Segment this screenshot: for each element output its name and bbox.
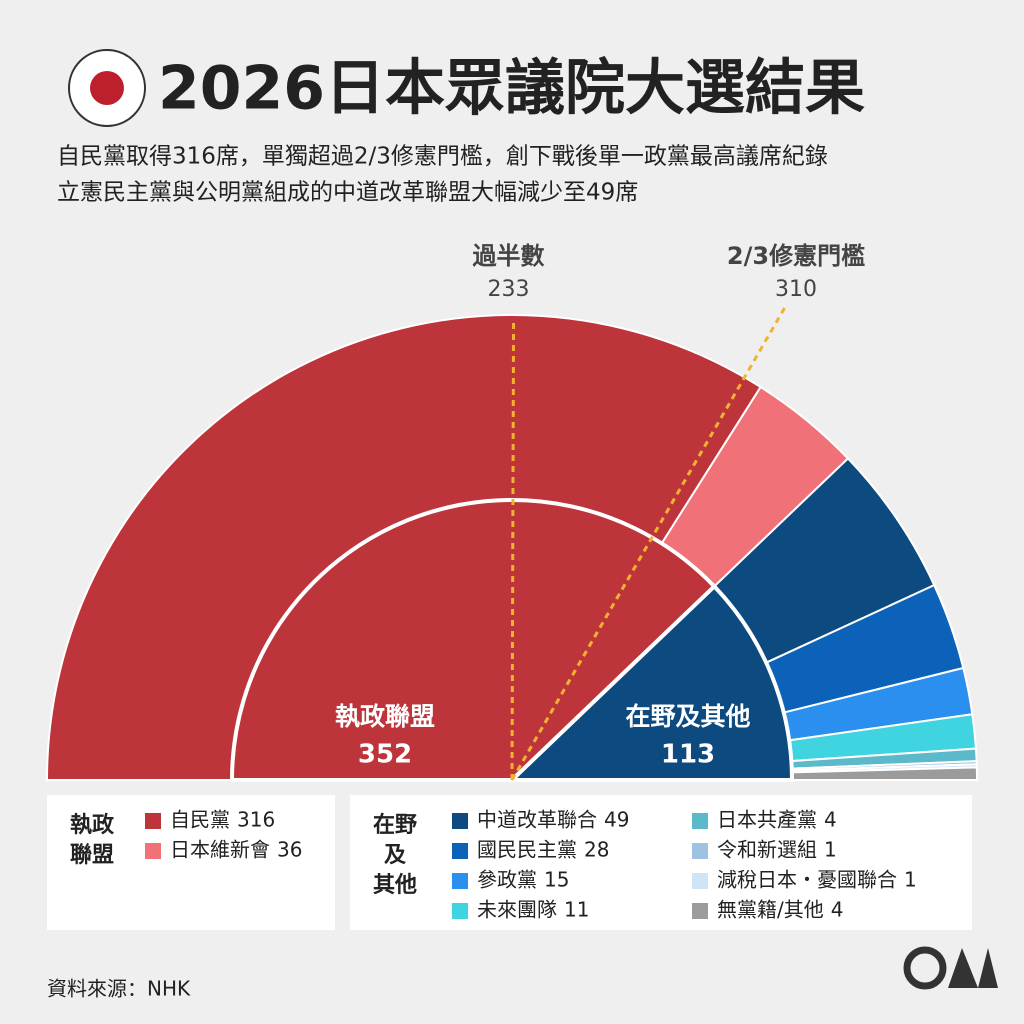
legend-label: 未來團隊 (477, 898, 557, 922)
legend-swatch (692, 813, 708, 829)
legend-swatch (452, 813, 468, 829)
legend-value: 15 (544, 868, 569, 892)
legend-label: 減稅日本・憂國聯合 (717, 868, 897, 892)
legend-group-title: 在野 (373, 812, 417, 838)
legend-swatch (452, 903, 468, 919)
legend-value: 11 (564, 898, 589, 922)
legend-value: 28 (584, 838, 609, 862)
legend-group-title: 其他 (373, 873, 417, 898)
group-label: 在野及其他 (625, 702, 750, 731)
threshold-label: 2/3修憲門檻 (727, 242, 865, 270)
subtitle: 立憲民主黨與公明黨組成的中道改革聯盟大幅減少至49席 (57, 180, 638, 206)
legend-label: 日本共產黨 (717, 808, 817, 832)
legend-value: 1 (824, 838, 837, 862)
legend-swatch (145, 843, 161, 859)
legend-label: 無黨籍/其他 (717, 898, 824, 922)
legend-box (350, 795, 972, 930)
group-segment (229, 498, 718, 782)
flag-sun (90, 71, 124, 105)
legend-box (47, 795, 335, 930)
legend-label: 令和新選組 (717, 838, 817, 862)
logo (903, 946, 998, 990)
legend-group-title: 聯盟 (70, 843, 114, 868)
group-value: 352 (358, 740, 412, 770)
legend-swatch (692, 843, 708, 859)
threshold-value: 233 (488, 277, 530, 302)
legend-value: 316 (237, 808, 275, 832)
legend-label: 參政黨 (477, 868, 537, 892)
legend-label: 日本維新會 (170, 838, 270, 862)
legend-group-title: 執政 (70, 812, 115, 838)
legend-value: 49 (604, 808, 629, 832)
legend-group-title: 及 (384, 843, 407, 868)
threshold-line (510, 304, 788, 781)
legend-value: 1 (904, 868, 917, 892)
group-value: 113 (661, 740, 715, 770)
threshold-value: 310 (775, 277, 817, 302)
group-label: 執政聯盟 (335, 702, 435, 731)
legend-value: 36 (277, 838, 302, 862)
legend-swatch (452, 873, 468, 889)
source: 資料來源：NHK (47, 977, 191, 1001)
legend-swatch (692, 903, 708, 919)
threshold-line (510, 317, 516, 781)
threshold-label: 過半數 (473, 242, 545, 270)
group-segment (507, 583, 795, 782)
legend-swatch (692, 873, 708, 889)
chart-title: 2026日本眾議院大選結果 (158, 54, 865, 124)
legend-value: 4 (831, 898, 844, 922)
legend-value: 4 (824, 808, 837, 832)
legend-swatch (145, 813, 161, 829)
legend-label: 自民黨 (170, 808, 230, 832)
subtitle: 自民黨取得316席，單獨超過2/3修憲門檻，創下戰後單一政黨最高議席紀錄 (57, 144, 828, 170)
legend-swatch (452, 843, 468, 859)
legend-label: 中道改革聯合 (477, 808, 597, 832)
legend-label: 國民民主黨 (477, 838, 577, 862)
